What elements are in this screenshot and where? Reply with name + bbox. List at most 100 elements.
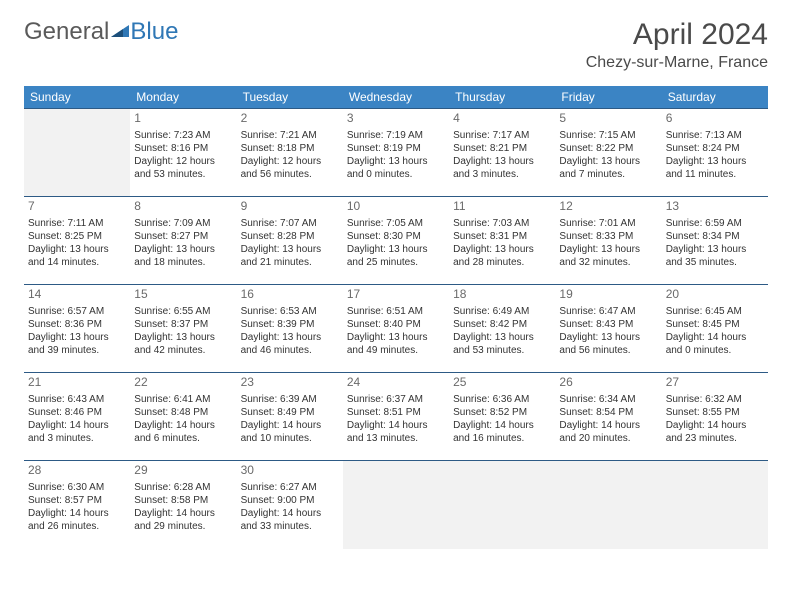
day-number: 1 [134, 111, 232, 127]
calendar-cell: 28Sunrise: 6:30 AMSunset: 8:57 PMDayligh… [24, 461, 130, 549]
day-number: 21 [28, 375, 126, 391]
calendar-cell: 16Sunrise: 6:53 AMSunset: 8:39 PMDayligh… [237, 285, 343, 373]
calendar-cell: 26Sunrise: 6:34 AMSunset: 8:54 PMDayligh… [555, 373, 661, 461]
cell-sunset: Sunset: 8:58 PM [134, 494, 232, 507]
calendar-cell: 13Sunrise: 6:59 AMSunset: 8:34 PMDayligh… [662, 197, 768, 285]
cell-dayl1: Daylight: 13 hours [559, 155, 657, 168]
day-number: 7 [28, 199, 126, 215]
calendar-cell: 25Sunrise: 6:36 AMSunset: 8:52 PMDayligh… [449, 373, 555, 461]
cell-sunset: Sunset: 8:24 PM [666, 142, 764, 155]
cell-sunrise: Sunrise: 7:01 AM [559, 217, 657, 230]
cell-dayl2: and 16 minutes. [453, 432, 551, 445]
calendar-row: 1Sunrise: 7:23 AMSunset: 8:16 PMDaylight… [24, 109, 768, 197]
day-number: 28 [28, 463, 126, 479]
calendar-cell: 30Sunrise: 6:27 AMSunset: 9:00 PMDayligh… [237, 461, 343, 549]
logo-mark-icon [111, 16, 129, 44]
cell-sunset: Sunset: 8:18 PM [241, 142, 339, 155]
cell-dayl2: and 13 minutes. [347, 432, 445, 445]
calendar-row: 14Sunrise: 6:57 AMSunset: 8:36 PMDayligh… [24, 285, 768, 373]
cell-dayl1: Daylight: 14 hours [453, 419, 551, 432]
calendar-cell [343, 461, 449, 549]
cell-dayl1: Daylight: 13 hours [28, 243, 126, 256]
cell-dayl1: Daylight: 13 hours [453, 155, 551, 168]
cell-sunrise: Sunrise: 6:51 AM [347, 305, 445, 318]
calendar-cell: 20Sunrise: 6:45 AMSunset: 8:45 PMDayligh… [662, 285, 768, 373]
calendar-cell: 23Sunrise: 6:39 AMSunset: 8:49 PMDayligh… [237, 373, 343, 461]
cell-sunset: Sunset: 8:48 PM [134, 406, 232, 419]
page-title: April 2024 [586, 18, 768, 52]
cell-dayl2: and 39 minutes. [28, 344, 126, 357]
cell-dayl1: Daylight: 13 hours [347, 331, 445, 344]
cell-dayl2: and 53 minutes. [453, 344, 551, 357]
cell-dayl1: Daylight: 13 hours [134, 243, 232, 256]
calendar-cell: 7 Sunrise: 7:11 AMSunset: 8:25 PMDaylight… [24, 197, 130, 285]
calendar-cell: 3Sunrise: 7:19 AMSunset: 8:19 PMDaylight… [343, 109, 449, 197]
cell-sunset: Sunset: 9:00 PM [241, 494, 339, 507]
cell-dayl2: and 26 minutes. [28, 520, 126, 533]
day-number: 22 [134, 375, 232, 391]
calendar-cell: 4Sunrise: 7:17 AMSunset: 8:21 PMDaylight… [449, 109, 555, 197]
cell-dayl2: and 7 minutes. [559, 168, 657, 181]
cell-sunrise: Sunrise: 7:21 AM [241, 129, 339, 142]
cell-sunrise: Sunrise: 7:19 AM [347, 129, 445, 142]
day-number: 25 [453, 375, 551, 391]
day-number: 20 [666, 287, 764, 303]
calendar-cell: 24Sunrise: 6:37 AMSunset: 8:51 PMDayligh… [343, 373, 449, 461]
cell-sunrise: Sunrise: 6:36 AM [453, 393, 551, 406]
day-number: 24 [347, 375, 445, 391]
cell-dayl2: and 11 minutes. [666, 168, 764, 181]
weekday-friday: Friday [555, 86, 661, 109]
cell-dayl1: Daylight: 13 hours [28, 331, 126, 344]
cell-sunset: Sunset: 8:31 PM [453, 230, 551, 243]
calendar-cell: 21Sunrise: 6:43 AMSunset: 8:46 PMDayligh… [24, 373, 130, 461]
calendar-cell: 5Sunrise: 7:15 AMSunset: 8:22 PMDaylight… [555, 109, 661, 197]
cell-dayl2: and 56 minutes. [559, 344, 657, 357]
calendar-cell: 12Sunrise: 7:01 AMSunset: 8:33 PMDayligh… [555, 197, 661, 285]
cell-sunrise: Sunrise: 6:28 AM [134, 481, 232, 494]
day-number: 19 [559, 287, 657, 303]
day-number: 23 [241, 375, 339, 391]
day-number: 15 [134, 287, 232, 303]
cell-sunset: Sunset: 8:16 PM [134, 142, 232, 155]
cell-sunrise: Sunrise: 6:53 AM [241, 305, 339, 318]
cell-sunset: Sunset: 8:25 PM [28, 230, 126, 243]
day-number: 16 [241, 287, 339, 303]
day-number: 17 [347, 287, 445, 303]
cell-sunrise: Sunrise: 7:11 AM [28, 217, 126, 230]
day-number: 4 [453, 111, 551, 127]
cell-dayl1: Daylight: 13 hours [347, 243, 445, 256]
cell-sunset: Sunset: 8:42 PM [453, 318, 551, 331]
cell-dayl2: and 10 minutes. [241, 432, 339, 445]
calendar-cell: 10Sunrise: 7:05 AMSunset: 8:30 PMDayligh… [343, 197, 449, 285]
cell-dayl2: and 42 minutes. [134, 344, 232, 357]
weekday-tuesday: Tuesday [237, 86, 343, 109]
day-number: 10 [347, 199, 445, 215]
cell-dayl2: and 0 minutes. [347, 168, 445, 181]
cell-dayl1: Daylight: 14 hours [559, 419, 657, 432]
cell-sunset: Sunset: 8:49 PM [241, 406, 339, 419]
cell-sunset: Sunset: 8:46 PM [28, 406, 126, 419]
calendar-cell: 8Sunrise: 7:09 AMSunset: 8:27 PMDaylight… [130, 197, 236, 285]
cell-sunrise: Sunrise: 6:43 AM [28, 393, 126, 406]
calendar-cell: 15Sunrise: 6:55 AMSunset: 8:37 PMDayligh… [130, 285, 236, 373]
day-number: 3 [347, 111, 445, 127]
header: General Blue April 2024 Chezy-sur-Marne,… [24, 18, 768, 72]
cell-sunset: Sunset: 8:54 PM [559, 406, 657, 419]
cell-dayl1: Daylight: 13 hours [559, 243, 657, 256]
cell-sunrise: Sunrise: 6:27 AM [241, 481, 339, 494]
cell-sunset: Sunset: 8:28 PM [241, 230, 339, 243]
cell-sunrise: Sunrise: 7:05 AM [347, 217, 445, 230]
calendar-cell: 6Sunrise: 7:13 AMSunset: 8:24 PMDaylight… [662, 109, 768, 197]
day-number: 29 [134, 463, 232, 479]
cell-dayl2: and 53 minutes. [134, 168, 232, 181]
cell-dayl2: and 33 minutes. [241, 520, 339, 533]
logo-text-blue: Blue [130, 18, 178, 46]
cell-dayl2: and 6 minutes. [134, 432, 232, 445]
calendar-row: 21 Sunrise: 6:43 AMSunset: 8:46 PM Dayligh… [24, 373, 768, 461]
cell-sunset: Sunset: 8:55 PM [666, 406, 764, 419]
cell-sunset: Sunset: 8:33 PM [559, 230, 657, 243]
cell-dayl1: Daylight: 13 hours [453, 243, 551, 256]
cell-dayl1: Daylight: 13 hours [241, 243, 339, 256]
day-number: 2 [241, 111, 339, 127]
cell-dayl2: and 21 minutes. [241, 256, 339, 269]
